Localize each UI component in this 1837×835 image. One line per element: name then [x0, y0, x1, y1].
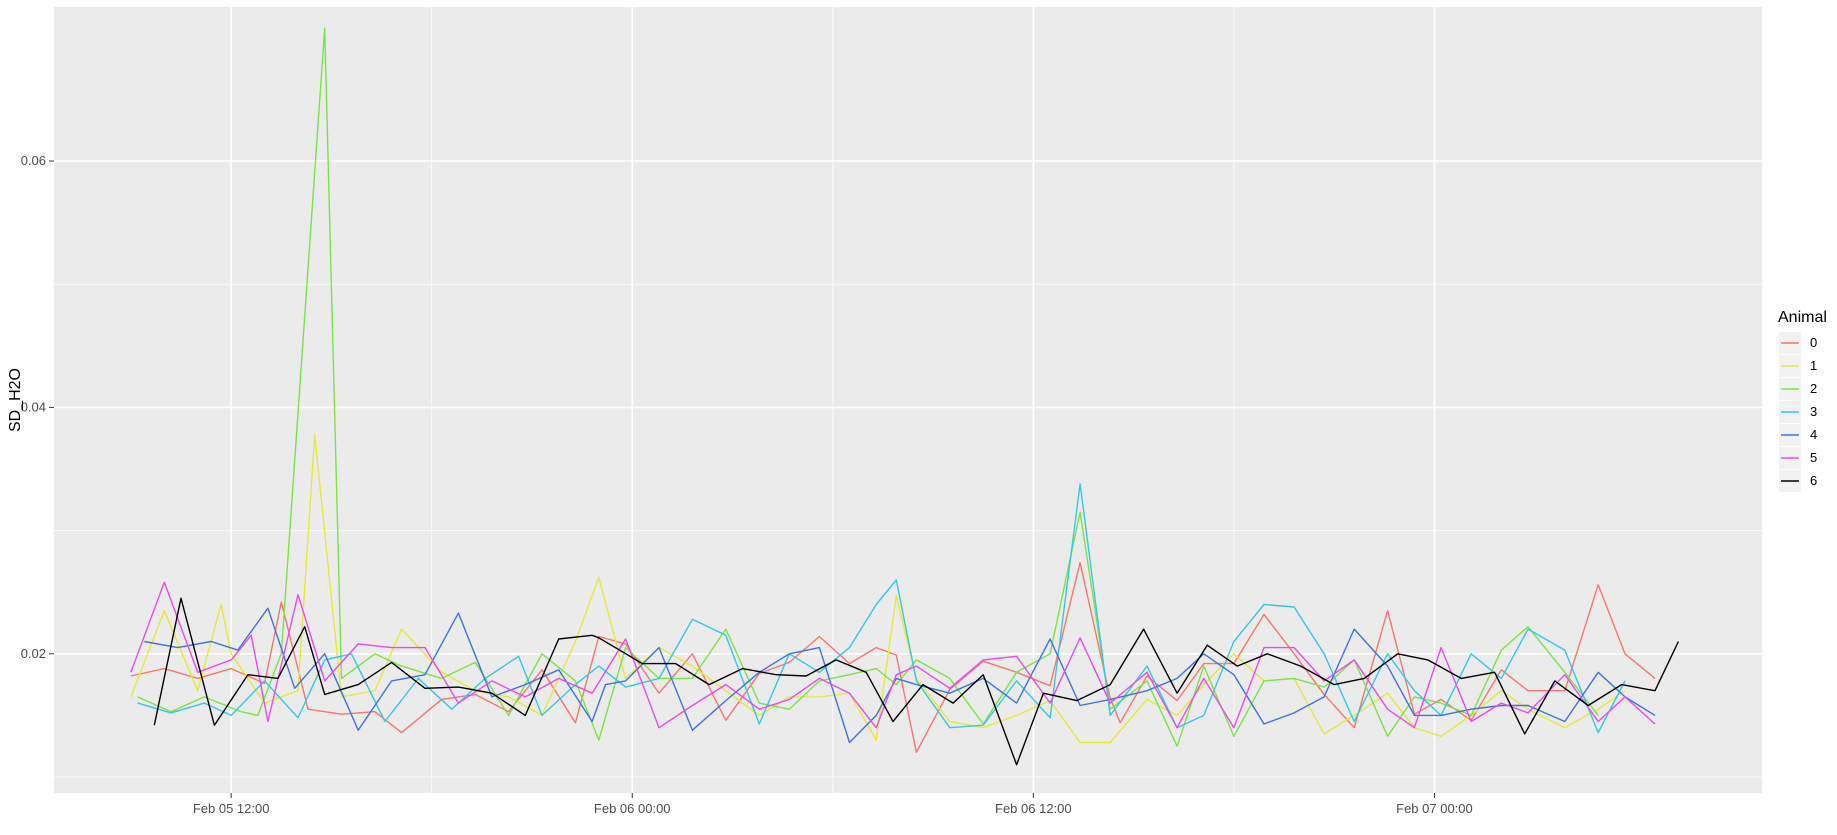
series-line-6 [153, 597, 1680, 766]
series-lines [130, 27, 1680, 766]
y-axis: 0.02 0.04 0.06 [21, 153, 54, 661]
legend: Animal 0 1 2 3 4 5 6 [1778, 309, 1827, 492]
legend-label-1: 1 [1810, 358, 1817, 373]
legend-label-0: 0 [1810, 335, 1817, 350]
y-tick-label: 0.02 [21, 646, 46, 661]
legend-label-3: 3 [1810, 404, 1817, 419]
series-line-4 [144, 607, 1656, 744]
y-tick-label: 0.04 [21, 399, 46, 414]
series-line-0 [130, 561, 1656, 753]
minor-gridlines [54, 7, 1762, 793]
x-tick-label: Feb 05 12:00 [193, 801, 270, 816]
legend-label-2: 2 [1810, 381, 1817, 396]
series-line-5 [130, 581, 1656, 729]
legend-items: 0 1 2 3 4 5 6 [1779, 332, 1817, 492]
legend-label-6: 6 [1810, 473, 1817, 488]
x-tick-label: Feb 07 00:00 [1396, 801, 1473, 816]
plot-panel [54, 7, 1762, 793]
major-gridlines [54, 7, 1762, 793]
legend-label-5: 5 [1810, 450, 1817, 465]
x-tick-label: Feb 06 12:00 [995, 801, 1072, 816]
x-axis: Feb 05 12:00 Feb 06 00:00 Feb 06 12:00 Feb … [193, 793, 1473, 816]
y-tick-label: 0.06 [21, 153, 46, 168]
legend-title: Animal [1778, 309, 1827, 326]
y-axis-title: SD_H2O [7, 368, 24, 432]
x-tick-label: Feb 06 00:00 [594, 801, 671, 816]
series-line-1 [130, 433, 1626, 744]
legend-label-4: 4 [1810, 427, 1817, 442]
